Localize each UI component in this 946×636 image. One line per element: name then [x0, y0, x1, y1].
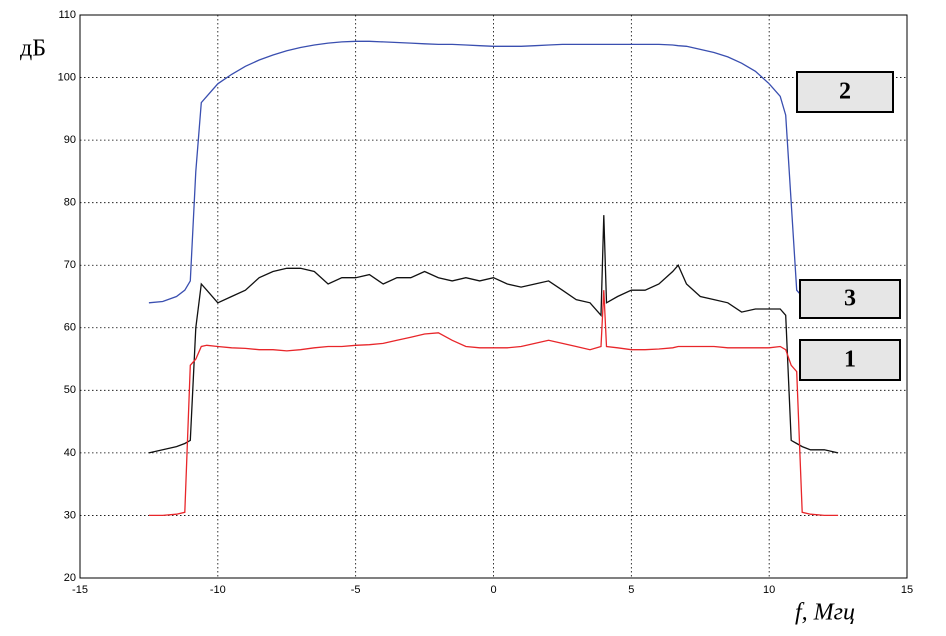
y-tick-label: 110: [58, 9, 76, 21]
y-tick-label: 90: [64, 134, 76, 146]
x-tick-label: -5: [351, 584, 361, 596]
y-tick-label: 70: [64, 259, 76, 271]
y-tick-label: 60: [64, 322, 76, 334]
data-line: [148, 215, 839, 454]
x-tick-label: 5: [628, 584, 634, 596]
y-axis-title: дБ: [20, 36, 46, 62]
x-tick-label: -15: [72, 584, 88, 596]
y-tick-label: 30: [64, 509, 76, 521]
y-tick-label: 100: [58, 71, 76, 83]
x-tick-label: 0: [490, 584, 496, 596]
y-tick-label: 50: [64, 384, 76, 396]
legend-label: 1: [844, 347, 856, 373]
y-tick-label: 40: [64, 447, 76, 459]
x-tick-label: 10: [763, 584, 775, 596]
legend-box: [799, 279, 901, 319]
x-tick-label: 15: [901, 584, 913, 596]
data-line: [148, 40, 803, 304]
legend-box: [796, 71, 894, 113]
y-tick-label: 80: [64, 197, 76, 209]
legend-label: 2: [839, 79, 851, 105]
x-tick-label: -10: [210, 584, 226, 596]
x-axis-title: f, Мгц: [795, 600, 855, 626]
legend-box: [799, 339, 901, 381]
data-line: [148, 290, 839, 517]
legend-label: 3: [844, 286, 856, 312]
y-tick-label: 20: [64, 572, 76, 584]
plot-frame: [79, 14, 908, 579]
